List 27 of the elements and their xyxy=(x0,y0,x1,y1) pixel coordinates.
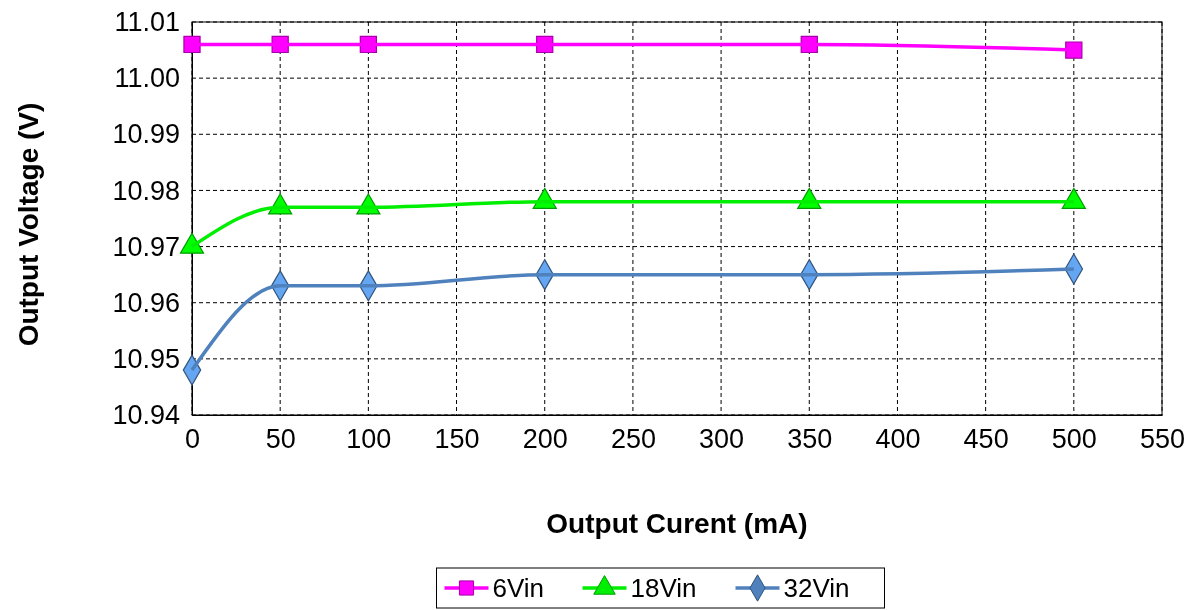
x-tick-label: 200 xyxy=(522,424,568,455)
x-tick-label: 350 xyxy=(787,424,833,455)
legend-label: 18Vin xyxy=(630,573,697,603)
x-tick-label: 150 xyxy=(434,424,480,455)
y-tick-label: 10.97 xyxy=(112,231,180,262)
x-tick-label: 550 xyxy=(1139,424,1186,455)
legend-label: 32Vin xyxy=(783,573,850,603)
y-tick-label: 10.98 xyxy=(112,175,180,206)
y-tick-label: 11.01 xyxy=(114,7,180,38)
y-tick-label: 10.96 xyxy=(112,287,180,318)
x-tick-label: 400 xyxy=(875,424,921,455)
y-tick-label: 10.99 xyxy=(112,119,180,150)
y-tick-label: 10.94 xyxy=(112,400,180,431)
x-axis-title: Output Curent (mA) xyxy=(546,508,808,539)
x-tick-label: 0 xyxy=(184,424,201,455)
y-axis-title: Output Voltage (V) xyxy=(13,102,44,347)
legend-label: 6Vin xyxy=(492,573,545,603)
x-tick-label: 250 xyxy=(610,424,656,455)
x-tick-label: 50 xyxy=(265,424,296,455)
y-tick-label: 10.95 xyxy=(112,344,180,374)
point xyxy=(1065,41,1083,59)
y-tick-label: 11.00 xyxy=(114,63,180,94)
x-tick-label: 450 xyxy=(963,424,1009,455)
x-tick-label: 100 xyxy=(346,424,392,455)
x-tick-label: 300 xyxy=(699,424,745,455)
x-tick-label: 500 xyxy=(1051,424,1097,455)
point xyxy=(183,35,201,54)
